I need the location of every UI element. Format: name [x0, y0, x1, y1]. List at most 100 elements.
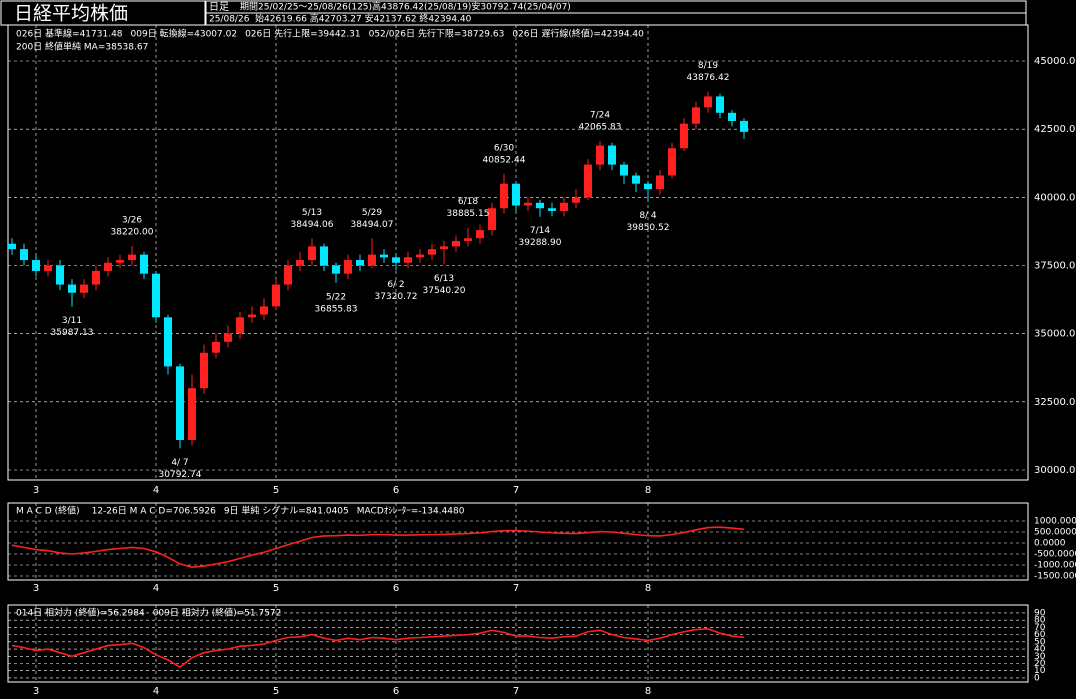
y-tick-label: 80: [1034, 616, 1046, 626]
candle-body: [656, 175, 664, 190]
x-tick-label: 3: [33, 686, 39, 697]
annotation-value: 38220.00: [111, 227, 154, 237]
candle-body: [596, 145, 604, 165]
y-tick-label: 70: [1034, 623, 1046, 633]
candle-body: [452, 240, 460, 247]
annotation-date: 5/29: [362, 208, 382, 218]
candle-body: [56, 265, 64, 285]
y-tick-label: 30: [1034, 652, 1046, 662]
y-tick-label: 60: [1034, 630, 1046, 640]
x-tick-label: 5: [273, 686, 279, 697]
candle-body: [476, 230, 484, 239]
y-tick-label: 1000.000: [1034, 516, 1076, 526]
legend-entry: 009日 転換線=43007.02: [131, 28, 238, 40]
series-line: [11, 628, 745, 669]
y-tick-label: 0.0000: [1034, 538, 1066, 548]
x-tick-label: 6: [393, 583, 399, 594]
legend-entry: 026日 遅行線(終値)=42394.40: [512, 28, 644, 40]
candle-body: [236, 317, 244, 334]
candle-body: [104, 262, 112, 271]
candle-body: [224, 333, 232, 342]
x-tick-label: 4: [153, 686, 159, 697]
candle-body: [668, 148, 676, 176]
candle-body: [608, 145, 616, 165]
annotation-date: 3/11: [62, 316, 82, 326]
annotation-value: 35987.13: [51, 328, 94, 338]
x-tick-label: 7: [513, 485, 519, 496]
annotation-date: 6/18: [458, 197, 478, 207]
y-tick-label: 42500.00: [1034, 124, 1076, 135]
panel-frame: [7, 502, 1029, 581]
legend-entry: MACDｵｼﾚｰﾀｰ=-134.4480: [357, 506, 465, 517]
y-tick-label: 20: [1034, 659, 1046, 669]
candle-body: [704, 96, 712, 108]
y-tick-label: 40: [1034, 645, 1046, 655]
panel-title: M A C D (終値): [16, 505, 80, 517]
annotation-date: 5/22: [326, 293, 346, 303]
annotation-value: 38494.06: [291, 220, 334, 230]
candle-body: [440, 246, 448, 250]
candle-body: [296, 260, 304, 266]
candle-body: [284, 265, 292, 285]
candle-body: [416, 254, 424, 258]
candle-body: [80, 284, 88, 293]
candle-body: [308, 246, 316, 261]
legend-entry: 052/026日 先行下限=38729.63: [369, 28, 505, 40]
annotation-date: 4/ 7: [171, 458, 188, 468]
candle-body: [164, 317, 172, 367]
candle-body: [500, 183, 508, 209]
candle-body: [428, 249, 436, 255]
annotation-value: 37320.72: [375, 292, 418, 302]
candle-body: [524, 202, 532, 206]
candle-body: [200, 352, 208, 389]
series-line: [11, 526, 745, 569]
annotation-value: 42065.83: [579, 122, 622, 132]
annotation-value: 37540.20: [423, 286, 466, 296]
candle-body: [488, 208, 496, 231]
annotation-date: 6/13: [434, 274, 454, 284]
y-tick-label: 35000.00: [1034, 329, 1076, 340]
annotation-date: 7/14: [530, 226, 550, 236]
candle-body: [260, 306, 268, 315]
candle-body: [320, 246, 328, 266]
x-tick-label: 8: [645, 583, 651, 594]
candle-body: [188, 388, 196, 440]
candle-body: [620, 164, 628, 176]
x-tick-label: 3: [33, 485, 39, 496]
y-tick-label: 500.0000: [1034, 527, 1076, 537]
candle-body: [464, 238, 472, 241]
annotation-value: 39288.90: [519, 238, 562, 248]
candle-body: [92, 270, 100, 285]
legend-entry: 026日 基準線=41731.48: [16, 28, 123, 40]
candle-body: [356, 260, 364, 266]
x-tick-label: 4: [153, 583, 159, 594]
y-tick-label: 40000.00: [1034, 192, 1076, 203]
candle-body: [560, 202, 568, 211]
y-tick-label: -1500.000: [1034, 571, 1076, 581]
candle-body: [116, 260, 124, 263]
candle-body: [512, 183, 520, 206]
x-tick-label: 3: [33, 583, 39, 594]
y-tick-label: 37500.00: [1034, 260, 1076, 271]
x-tick-label: 6: [393, 686, 399, 697]
candle-body: [272, 284, 280, 307]
candle-body: [212, 341, 220, 353]
ohlc: 始42619.66 高42703.27 安42137.62 終42394.40: [255, 13, 472, 25]
candle-body: [20, 249, 28, 261]
candle-body: [248, 314, 256, 318]
annotation-date: 3/26: [122, 215, 142, 225]
candle-body: [584, 164, 592, 198]
candle-body: [548, 208, 556, 211]
panel-frame: [7, 24, 1029, 481]
annotation-date: 7/24: [590, 110, 610, 120]
candle-body: [680, 123, 688, 149]
y-tick-label: 90: [1034, 608, 1046, 618]
candle-body: [572, 197, 580, 203]
y-tick-label: 50: [1034, 637, 1046, 647]
x-tick-label: 8: [645, 485, 651, 496]
y-tick-label: 32500.00: [1034, 397, 1076, 408]
y-tick-label: 0: [1034, 673, 1040, 683]
annotation-date: 8/19: [698, 61, 718, 71]
